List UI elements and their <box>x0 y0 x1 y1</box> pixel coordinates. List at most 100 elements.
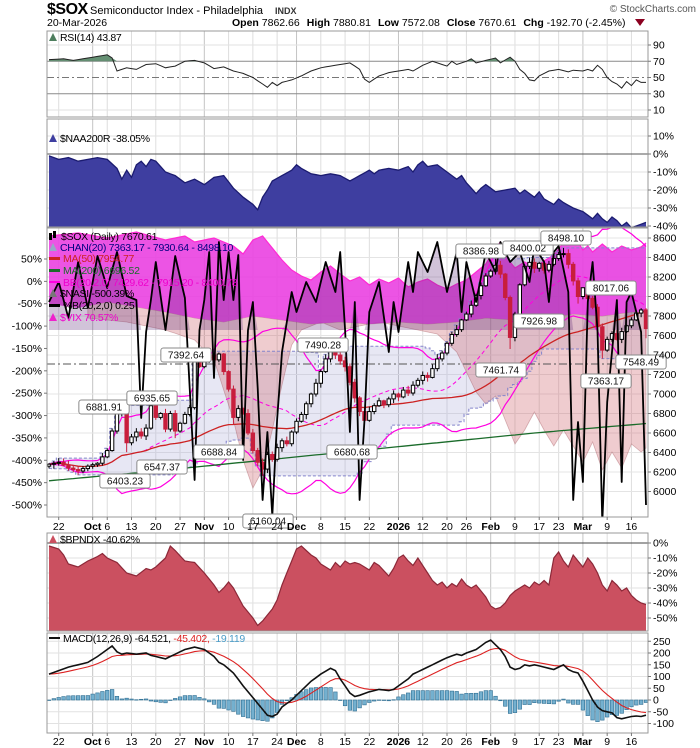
axis-tick-label: 16 <box>626 521 638 533</box>
axis-tick-label: 22 <box>363 521 375 533</box>
axis-tick-label: 9 <box>512 736 518 748</box>
axis-tick-label: 50% <box>21 254 42 266</box>
axis-tick-label: -150% <box>12 343 42 355</box>
annotation-box <box>242 513 294 529</box>
line-icon <box>49 269 60 272</box>
axis-tick-label: 2026 <box>387 736 411 748</box>
area-icon <box>49 312 57 321</box>
axis-tick-label: 250 <box>653 636 671 648</box>
axis-tick-label: Dec <box>287 521 306 533</box>
chart-date: 20-Mar-2026 <box>47 17 108 29</box>
rsi-legend: RSI(14) 43.87 <box>49 32 122 44</box>
close-value: 7670.61 <box>478 17 517 29</box>
naa200r-panel <box>47 135 648 227</box>
annotation-text: 8400.02 <box>510 244 547 255</box>
main-legend-text: $NASI -500.39% <box>60 288 135 301</box>
main-legend-row-4: BB(20,2.0) 7429.62 - 7915.20 - 8400.78 <box>49 276 238 290</box>
main-legend-row-3: MA(200) 6696.52 <box>49 265 237 278</box>
axis-tick-label: 6 <box>104 521 110 533</box>
axis-tick-label: 8400 <box>653 252 677 264</box>
annotation-box <box>540 230 592 246</box>
axis-tick-label: 0% <box>653 538 668 550</box>
annotation-box <box>160 347 212 363</box>
annotation-text: 7461.74 <box>483 366 520 377</box>
annotation-box <box>475 362 527 378</box>
axis-tick-label: 9 <box>604 736 610 748</box>
bpndx-legend: $BPNDX -40.62% <box>49 534 140 546</box>
axis-tick-label: 7600 <box>653 330 677 342</box>
rsi-area-icon <box>49 33 57 41</box>
axis-tick-label: Nov <box>194 521 214 533</box>
annotation-box <box>326 444 378 460</box>
annotation-box <box>615 354 667 370</box>
axis-tick-label: 24 <box>271 521 283 533</box>
axis-tick-label: 6800 <box>653 408 677 420</box>
axis-tick-label: 17 <box>533 736 545 748</box>
annotation-text: 7548.49 <box>623 358 660 369</box>
axis-tick-label: 8600 <box>653 233 677 245</box>
symbol-title: $SOX <box>47 1 88 18</box>
annotation-text: 8386.98 <box>463 247 500 258</box>
axis-tick-label: 27 <box>174 521 186 533</box>
line-icon <box>49 280 60 284</box>
axis-tick-label: -40% <box>653 221 678 233</box>
annotation-text: 7392.64 <box>168 351 205 362</box>
axis-tick-label: -450% <box>12 477 42 489</box>
axis-tick-label: Oct <box>84 521 102 533</box>
axis-tick-label: 0 <box>653 695 659 707</box>
open-value: 7862.66 <box>261 17 300 29</box>
annotation-box <box>78 399 130 415</box>
quote-line: Open 7862.66 High 7880.81 Low 7572.08 Close… <box>232 17 646 29</box>
main-legend-row-6: %B(20,2,0) 0.25 <box>49 300 237 313</box>
bpndx-area-icon <box>49 535 57 543</box>
main-legend-row-5: $NASI -500.39% <box>49 289 237 301</box>
annotation-box <box>513 313 565 329</box>
chg-value: -192.70 (-2.45%) <box>546 17 626 29</box>
axis-tick-label: -10% <box>653 167 678 179</box>
axis-tick-label: 100 <box>653 671 671 683</box>
main-legend-text: $SOX (Daily) 7670.61 <box>61 231 158 243</box>
copyright: © StockCharts.com <box>609 4 696 15</box>
axis-tick-label: 7000 <box>653 389 677 401</box>
axis-tick-label: 20 <box>441 521 453 533</box>
axis-tick-label: -400% <box>12 455 42 467</box>
rsi-panel <box>47 44 648 111</box>
axis-tick-label: Nov <box>194 736 214 748</box>
main-legend-row-1: CHAN(20) 7363.17 - 7930.64 - 8498.10 <box>49 241 237 255</box>
axis-tick-label: 23 <box>553 521 565 533</box>
axis-tick-label: 6 <box>104 736 110 748</box>
main-legend-text: CHAN(20) 7363.17 - 7930.64 - 8498.10 <box>60 241 234 254</box>
candlestick-icon <box>49 231 58 240</box>
annotation-box <box>502 240 554 256</box>
annotation-text: 8017.06 <box>593 284 630 295</box>
open-label: Open <box>232 17 259 29</box>
naa200r-legend-text: $NAA200R -38.05% <box>60 133 150 145</box>
change-down-triangle-icon[interactable] <box>635 19 646 26</box>
axis-tick-label: -250% <box>12 388 42 400</box>
axis-tick-label: Oct <box>84 736 102 748</box>
bpndx-panel <box>47 542 648 631</box>
axis-tick-label: 15 <box>339 521 351 533</box>
axis-tick-label: -40% <box>653 598 678 610</box>
area-icon <box>49 289 57 298</box>
annotation-text: 6935.65 <box>134 394 171 405</box>
axis-tick-label: 8 <box>318 521 324 533</box>
axis-tick-label: 9 <box>512 521 518 533</box>
axis-tick-label: Feb <box>481 736 500 748</box>
high-value: 7880.81 <box>332 17 371 29</box>
rsi-panel-border <box>46 30 649 118</box>
axis-tick-label: 200 <box>653 648 671 660</box>
axis-tick-label: -100 <box>653 718 674 730</box>
naa200r-area-icon <box>49 134 57 142</box>
symbol-name: Semiconductor Index - Philadelphia <box>90 5 264 17</box>
axis-tick-label: 6000 <box>653 486 677 498</box>
axis-tick-label: 26 <box>461 521 473 533</box>
axis-tick-label: 90 <box>653 40 665 52</box>
annotation-box <box>136 459 188 475</box>
axis-tick-label: Mar <box>574 521 593 533</box>
axis-tick-label: 22 <box>53 736 65 748</box>
axis-tick-label: -20% <box>653 185 678 197</box>
main-legend-text: BB(20,2.0) 7429.62 - 7915.20 - 8400.78 <box>63 276 238 289</box>
